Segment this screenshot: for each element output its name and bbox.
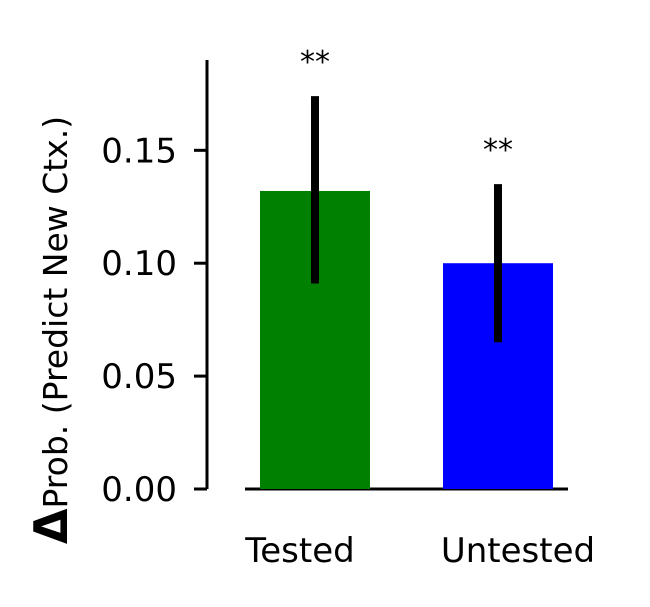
error-bars bbox=[311, 96, 502, 343]
y-tick-label: 0.10 bbox=[101, 244, 177, 284]
significance-marker: ** bbox=[300, 45, 330, 80]
y-ticks: 0.00 0.05 0.10 0.15 bbox=[101, 131, 207, 510]
x-category-labels: Tested Untested bbox=[244, 531, 595, 571]
x-category-label: Tested bbox=[244, 531, 354, 571]
y-axis-title-label: Prob. (Predict New Ctx.) bbox=[36, 116, 75, 509]
bars bbox=[260, 190, 553, 490]
y-axis-title: ΔProb. (Predict New Ctx.) bbox=[24, 116, 78, 544]
y-axis-delta-symbol: Δ bbox=[24, 508, 78, 544]
y-tick-label: 0.00 bbox=[101, 470, 177, 510]
significance-markers: ** ** bbox=[300, 45, 513, 168]
y-tick-label: 0.05 bbox=[101, 357, 177, 397]
x-category-label: Untested bbox=[441, 531, 595, 571]
y-tick-label: 0.15 bbox=[101, 131, 177, 171]
significance-marker: ** bbox=[483, 133, 513, 168]
y-axis-title-text: ΔProb. (Predict New Ctx.) bbox=[24, 116, 78, 544]
